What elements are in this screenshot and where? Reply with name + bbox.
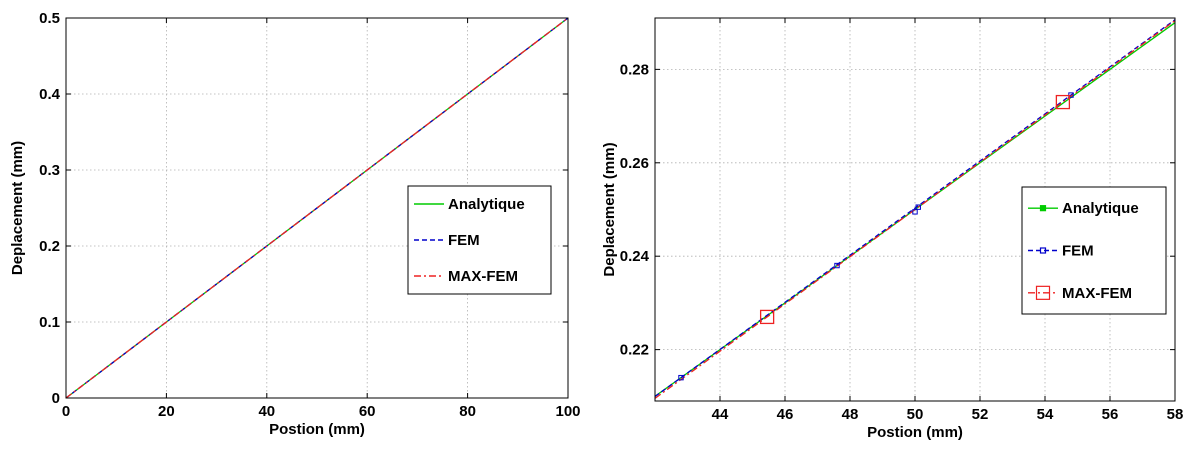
x-tick-label: 58 <box>1167 406 1184 423</box>
series-line-fem <box>654 19 1176 398</box>
legend-label: FEM <box>1062 243 1094 260</box>
legend-marker <box>1039 205 1047 212</box>
x-tick-label: 56 <box>1102 406 1119 423</box>
chart-1: 0 20 40 60 80 100 0 0.1 0.2 0.3 0.4 0.5 Postion (mm)… <box>9 10 581 438</box>
data-point-fem <box>912 209 918 215</box>
y-tick-label: 0.4 <box>39 86 61 103</box>
x-tick-label: 100 <box>555 403 580 420</box>
y-tick-label: 0.24 <box>620 248 650 265</box>
y-tick-label: 0.28 <box>620 61 649 78</box>
y-tick-label: 0.5 <box>39 10 60 27</box>
y-tick-label: 0.26 <box>620 155 649 172</box>
y-tick-label: 0 <box>52 390 60 407</box>
legend-label: FEM <box>448 232 480 249</box>
legend-label: Analytique <box>1062 200 1139 217</box>
legend-label: MAX-FEM <box>448 268 518 285</box>
x-tick-label: 50 <box>907 406 924 423</box>
x-tick-label: 54 <box>1037 406 1054 423</box>
x-tick-label: 46 <box>777 406 794 423</box>
data-point-fem <box>915 204 921 210</box>
y-tick-label: 0.1 <box>39 314 60 331</box>
legend-label: MAX-FEM <box>1062 285 1132 302</box>
legend-label: Analytique <box>448 196 525 213</box>
x-tick-label: 20 <box>158 403 175 420</box>
x-axis-label: Postion (mm) <box>867 424 963 441</box>
x-tick-label: 0 <box>62 403 70 420</box>
y-tick-label: 0.2 <box>39 238 60 255</box>
x-tick-label: 80 <box>459 403 476 420</box>
data-point-max-fem <box>759 309 775 325</box>
data-point-fem <box>834 262 840 269</box>
y-tick-label: 0.22 <box>620 342 649 359</box>
series-line-fem <box>65 17 569 399</box>
x-axis-label: Postion (mm) <box>269 421 365 438</box>
legend: Analytique FEM MAX-FEM <box>1021 186 1167 315</box>
x-tick-label: 52 <box>972 406 989 423</box>
chart-2: 44 46 48 50 52 54 56 58 0.22 0.24 0.26 0.28 Postion … <box>601 17 1184 441</box>
legend-marker <box>1035 285 1051 300</box>
y-axis-label: Deplacement (mm) <box>9 141 26 275</box>
x-tick-label: 48 <box>842 406 859 423</box>
x-tick-label: 44 <box>712 406 729 423</box>
y-axis-label: Deplacement (mm) <box>601 142 618 276</box>
plot-frame <box>65 17 569 399</box>
x-tick-label: 40 <box>258 403 275 420</box>
data-point-max-fem <box>1055 94 1071 110</box>
legend-marker <box>1039 247 1047 254</box>
y-tick-label: 0.3 <box>39 162 60 179</box>
legend: Analytique FEM MAX-FEM <box>407 185 552 295</box>
x-tick-label: 60 <box>359 403 376 420</box>
data-point-fem <box>678 374 684 381</box>
